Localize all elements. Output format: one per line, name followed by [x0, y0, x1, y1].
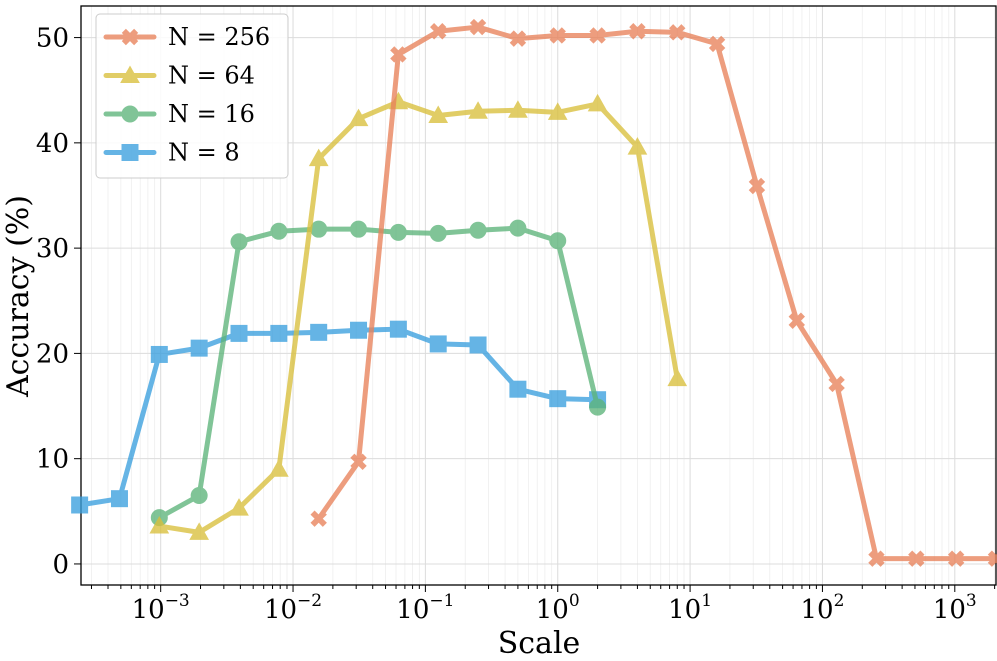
data-point: [348, 108, 369, 127]
data-point: [150, 345, 168, 363]
data-point: [589, 398, 607, 416]
legend: N = 256 N = 64 N = 16 N = 8: [95, 13, 289, 179]
data-point: [110, 490, 128, 508]
data-point: [468, 101, 488, 119]
data-point: [428, 105, 449, 123]
legend-swatch: [103, 28, 157, 46]
legend-box: [95, 13, 289, 179]
y-tick-label: 10: [36, 445, 69, 475]
data-point: [429, 335, 447, 353]
x-tick-label: 10−1: [396, 591, 454, 625]
data-point: [389, 320, 407, 338]
data-point: [230, 324, 248, 342]
data-point: [509, 219, 527, 237]
legend-marker: [121, 28, 139, 46]
data-point: [430, 23, 447, 40]
data-point: [549, 232, 567, 250]
data-point: [310, 510, 327, 527]
legend-label: N = 64: [168, 62, 255, 90]
series-n-256: [310, 18, 997, 567]
data-point: [587, 93, 608, 112]
data-point: [350, 321, 368, 339]
data-point: [190, 339, 208, 357]
x-tick-label: 102: [800, 591, 844, 625]
data-point: [389, 223, 407, 241]
data-point: [270, 324, 288, 342]
x-axis-label: Scale: [498, 626, 581, 661]
series-n-16: [150, 219, 607, 527]
data-point: [629, 23, 646, 40]
data-point: [268, 459, 289, 477]
legend-label: N = 8: [168, 139, 240, 167]
data-point: [390, 46, 407, 63]
x-tick-label: 10−2: [264, 591, 322, 625]
data-point: [469, 336, 487, 354]
data-point: [469, 221, 487, 239]
series-n-8: [71, 320, 607, 514]
legend-item: N = 256: [103, 23, 270, 51]
legend-marker: [121, 144, 139, 161]
axis-ticks: 10−3 10−2 10−1 100 101 102 103 0 10 20 30 40 50: [36, 24, 996, 625]
data-point: [549, 390, 567, 408]
data-point: [908, 550, 925, 567]
data-point: [547, 102, 568, 120]
y-tick-label: 50: [36, 24, 69, 54]
data-point: [669, 24, 686, 41]
plot-frame: [80, 5, 997, 586]
data-point: [947, 550, 965, 567]
data-point: [350, 220, 368, 238]
series-line: [156, 99, 680, 535]
data-point: [589, 27, 606, 44]
data-point: [748, 177, 766, 195]
data-point: [190, 487, 208, 505]
data-point: [71, 496, 89, 514]
legend-swatch: [103, 144, 157, 161]
legend-label: N = 16: [168, 100, 255, 128]
data-point: [189, 522, 210, 540]
data-point: [627, 137, 648, 155]
data-point: [868, 550, 885, 567]
x-tick-label: 100: [536, 591, 580, 625]
data-point: [310, 323, 328, 341]
data-point: [828, 375, 845, 393]
y-axis-label: Accuracy (%): [1, 195, 36, 398]
x-tick-label: 103: [933, 591, 977, 625]
data-point: [270, 222, 288, 240]
y-tick-label: 0: [52, 550, 69, 580]
data-point: [708, 35, 726, 53]
data-point: [350, 453, 367, 471]
data-point: [310, 220, 328, 238]
legend-item: N = 8: [103, 139, 240, 167]
data-point: [788, 312, 805, 329]
data-point: [308, 148, 329, 167]
y-tick-label: 40: [36, 129, 69, 159]
legend-marker: [120, 65, 140, 83]
series-n-64: [149, 91, 688, 540]
legend-item: N = 16: [103, 100, 255, 128]
data-point: [549, 27, 566, 44]
data-point: [229, 498, 249, 516]
legend-label: N = 256: [168, 23, 270, 51]
x-tick-label: 101: [668, 591, 712, 625]
y-tick-label: 20: [36, 339, 69, 369]
data-point: [667, 368, 688, 387]
data-point: [149, 516, 170, 534]
data-point: [469, 18, 487, 36]
legend-marker: [121, 105, 139, 123]
y-tick-label: 30: [36, 234, 69, 264]
series-layer: [71, 18, 997, 567]
legend-swatch: [103, 105, 157, 123]
data-point: [509, 380, 527, 398]
data-point: [509, 30, 527, 47]
data-point: [230, 233, 248, 251]
data-point: [429, 224, 447, 242]
data-point: [508, 100, 528, 118]
legend-swatch: [103, 65, 157, 83]
data-point: [987, 550, 997, 567]
legend-item: N = 64: [103, 62, 255, 90]
x-tick-label: 10−3: [132, 591, 190, 625]
